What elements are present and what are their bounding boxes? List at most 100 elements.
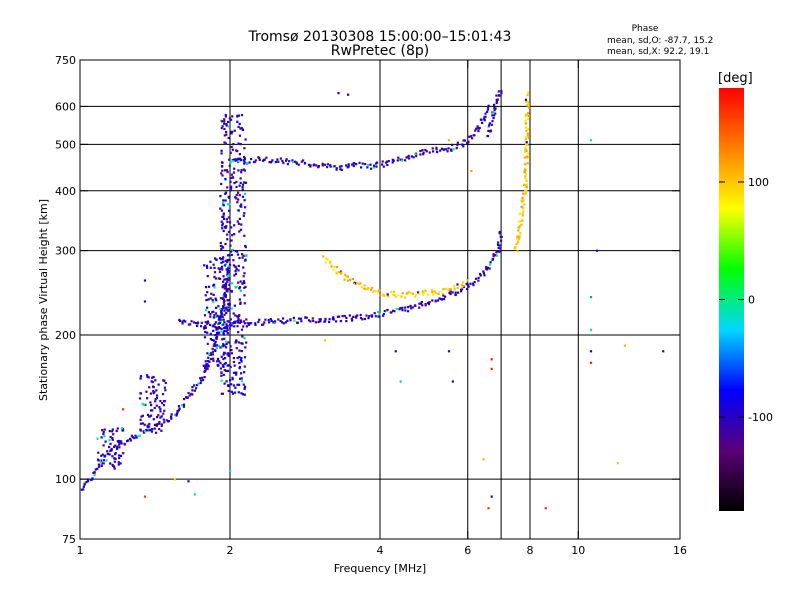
data-point: [355, 163, 358, 166]
data-point: [236, 120, 239, 123]
data-point: [228, 352, 231, 355]
data-point: [227, 120, 230, 123]
data-point: [238, 134, 241, 137]
data-point: [211, 347, 214, 350]
data-point: [222, 203, 225, 206]
data-point: [243, 147, 246, 150]
data-point: [424, 303, 427, 306]
data-point: [219, 244, 222, 248]
data-point: [150, 404, 153, 407]
data-point: [241, 282, 244, 285]
data-point: [242, 320, 246, 323]
data-point: [220, 374, 223, 377]
data-point: [234, 371, 237, 375]
data-point: [524, 138, 527, 141]
data-point: [220, 248, 223, 251]
data-point: [237, 209, 240, 212]
data-point: [221, 169, 224, 172]
data-point: [453, 284, 456, 288]
data-point: [108, 439, 111, 442]
data-point: [209, 357, 212, 361]
data-point: [219, 362, 222, 365]
data-point: [233, 391, 237, 394]
data-point: [486, 108, 490, 111]
data-point: [222, 318, 225, 321]
data-point: [108, 445, 111, 449]
data-point: [223, 363, 226, 366]
data-point: [227, 341, 230, 344]
chart-title: Tromsø 20130308 15:00:00–15:01:43: [248, 29, 512, 45]
data-point: [215, 360, 219, 363]
data-point: [263, 321, 266, 324]
data-point: [243, 234, 246, 237]
data-point: [412, 156, 415, 159]
data-point: [358, 161, 361, 164]
data-point: [230, 248, 233, 252]
data-point: [347, 93, 350, 96]
data-point: [214, 326, 217, 329]
data-point: [526, 132, 529, 135]
data-point: [111, 430, 114, 433]
data-point: [113, 445, 116, 448]
data-point: [190, 320, 193, 323]
data-point: [453, 288, 456, 291]
grid-lines: [80, 60, 680, 539]
data-point: [445, 148, 448, 151]
data-point: [221, 315, 224, 319]
data-point: [444, 287, 448, 290]
data-point: [222, 275, 225, 278]
data-point: [162, 404, 166, 407]
data-point: [102, 433, 105, 436]
data-point: [223, 127, 226, 131]
data-point: [233, 321, 236, 324]
phase-o-stats: mean, sd,O: -87.7, 15.2: [607, 36, 713, 46]
data-point: [242, 254, 245, 257]
data-point: [240, 360, 243, 363]
data-point: [236, 201, 239, 204]
data-point: [235, 267, 238, 270]
data-point: [204, 326, 207, 329]
data-point: [209, 353, 212, 356]
data-point: [227, 384, 230, 388]
data-point: [526, 161, 529, 164]
data-point: [118, 446, 121, 449]
data-point: [117, 463, 120, 466]
data-point: [223, 313, 226, 316]
data-point: [243, 192, 247, 195]
data-point: [242, 214, 245, 217]
data-point: [276, 158, 279, 161]
data-point: [82, 488, 85, 491]
data-point: [431, 147, 434, 150]
data-point: [235, 185, 238, 189]
data-point: [220, 327, 223, 330]
data-point: [244, 206, 247, 209]
data-point: [420, 302, 423, 305]
data-point: [224, 177, 227, 181]
data-point: [524, 148, 527, 151]
data-point: [240, 372, 243, 375]
data-point: [103, 435, 106, 438]
data-point: [207, 356, 210, 359]
data-point: [224, 115, 227, 118]
data-point: [230, 383, 233, 386]
data-point: [326, 163, 329, 166]
data-point: [237, 341, 240, 344]
data-point: [242, 275, 245, 278]
data-point: [409, 304, 412, 307]
data-point: [236, 320, 239, 323]
data-point: [254, 159, 257, 162]
data-point: [219, 367, 222, 370]
data-point: [228, 196, 231, 199]
data-point: [234, 270, 237, 273]
data-point: [335, 272, 338, 275]
data-point: [110, 447, 113, 451]
data-point: [319, 318, 322, 321]
data-point: [396, 159, 399, 162]
data-point: [293, 319, 296, 322]
data-point: [442, 294, 445, 297]
data-point: [359, 282, 362, 285]
data-point: [214, 334, 217, 337]
data-point: [223, 369, 226, 372]
data-point: [344, 273, 347, 276]
data-point: [240, 377, 243, 380]
